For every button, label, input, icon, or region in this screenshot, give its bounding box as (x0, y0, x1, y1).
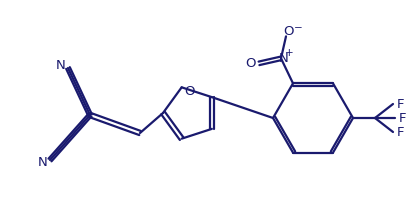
Text: O: O (184, 85, 195, 98)
Text: N: N (56, 59, 66, 72)
Text: −: − (294, 23, 302, 33)
Text: N: N (279, 52, 289, 65)
Text: +: + (285, 48, 293, 58)
Text: O: O (284, 25, 294, 38)
Text: F: F (398, 112, 406, 125)
Text: F: F (396, 98, 404, 111)
Text: O: O (246, 57, 256, 70)
Text: N: N (38, 156, 48, 169)
Text: F: F (396, 125, 404, 138)
